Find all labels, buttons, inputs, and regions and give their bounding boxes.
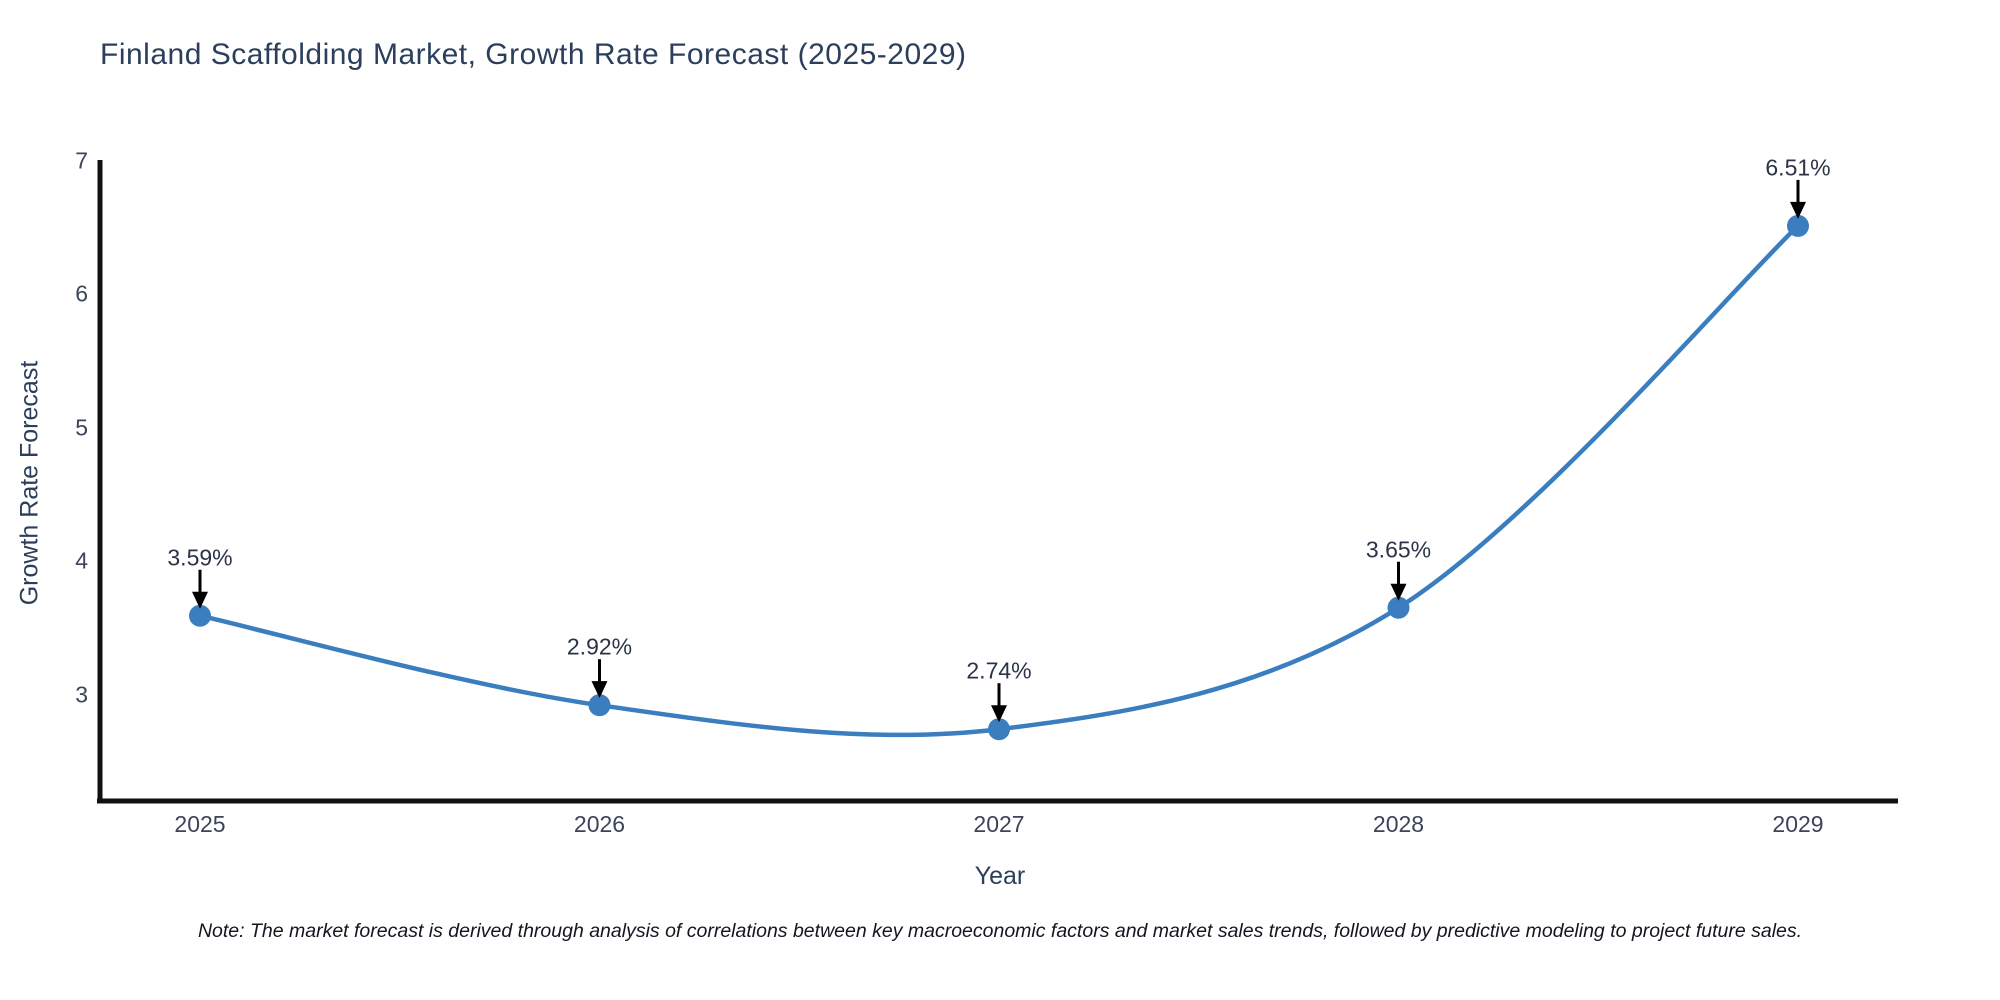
point-value-annotation: 2.92% <box>566 633 633 660</box>
data-point-marker <box>988 718 1010 741</box>
y-tick-label: 7 <box>75 147 88 173</box>
point-value-annotation: 3.65% <box>1365 536 1432 563</box>
x-tick-label: 2026 <box>573 811 626 837</box>
annotation-arrow-head <box>991 705 1007 723</box>
y-tick-label: 5 <box>75 414 88 440</box>
annotation-arrow-head <box>591 681 608 699</box>
point-value-annotation: 2.74% <box>966 657 1032 684</box>
y-axis-title: Growth Rate Forecast <box>15 360 44 606</box>
data-point-marker <box>1787 214 1809 237</box>
y-tick-label: 4 <box>75 547 88 574</box>
x-tick-label: 2027 <box>973 811 1025 837</box>
y-tick-label: 3 <box>75 681 88 707</box>
point-value-annotation: 3.59% <box>167 544 233 571</box>
chart-title: Finland Scaffolding Market, Growth Rate … <box>100 38 967 71</box>
annotation-arrow-head <box>1790 201 1806 219</box>
x-tick-label: 2025 <box>174 811 226 837</box>
annotation-arrow-head <box>192 591 208 609</box>
chart-note: Note: The market forecast is derived thr… <box>197 920 1803 942</box>
data-point-marker <box>588 694 611 717</box>
data-point-marker <box>189 604 211 627</box>
y-tick-label: 6 <box>75 280 88 307</box>
data-point-marker <box>1387 596 1410 619</box>
x-tick-label: 2029 <box>1772 811 1824 837</box>
annotation-arrow-head <box>1390 583 1407 601</box>
x-tick-label: 2028 <box>1372 811 1425 837</box>
x-axis-title: Year <box>974 862 1026 890</box>
point-value-annotation: 6.51% <box>1765 154 1831 181</box>
